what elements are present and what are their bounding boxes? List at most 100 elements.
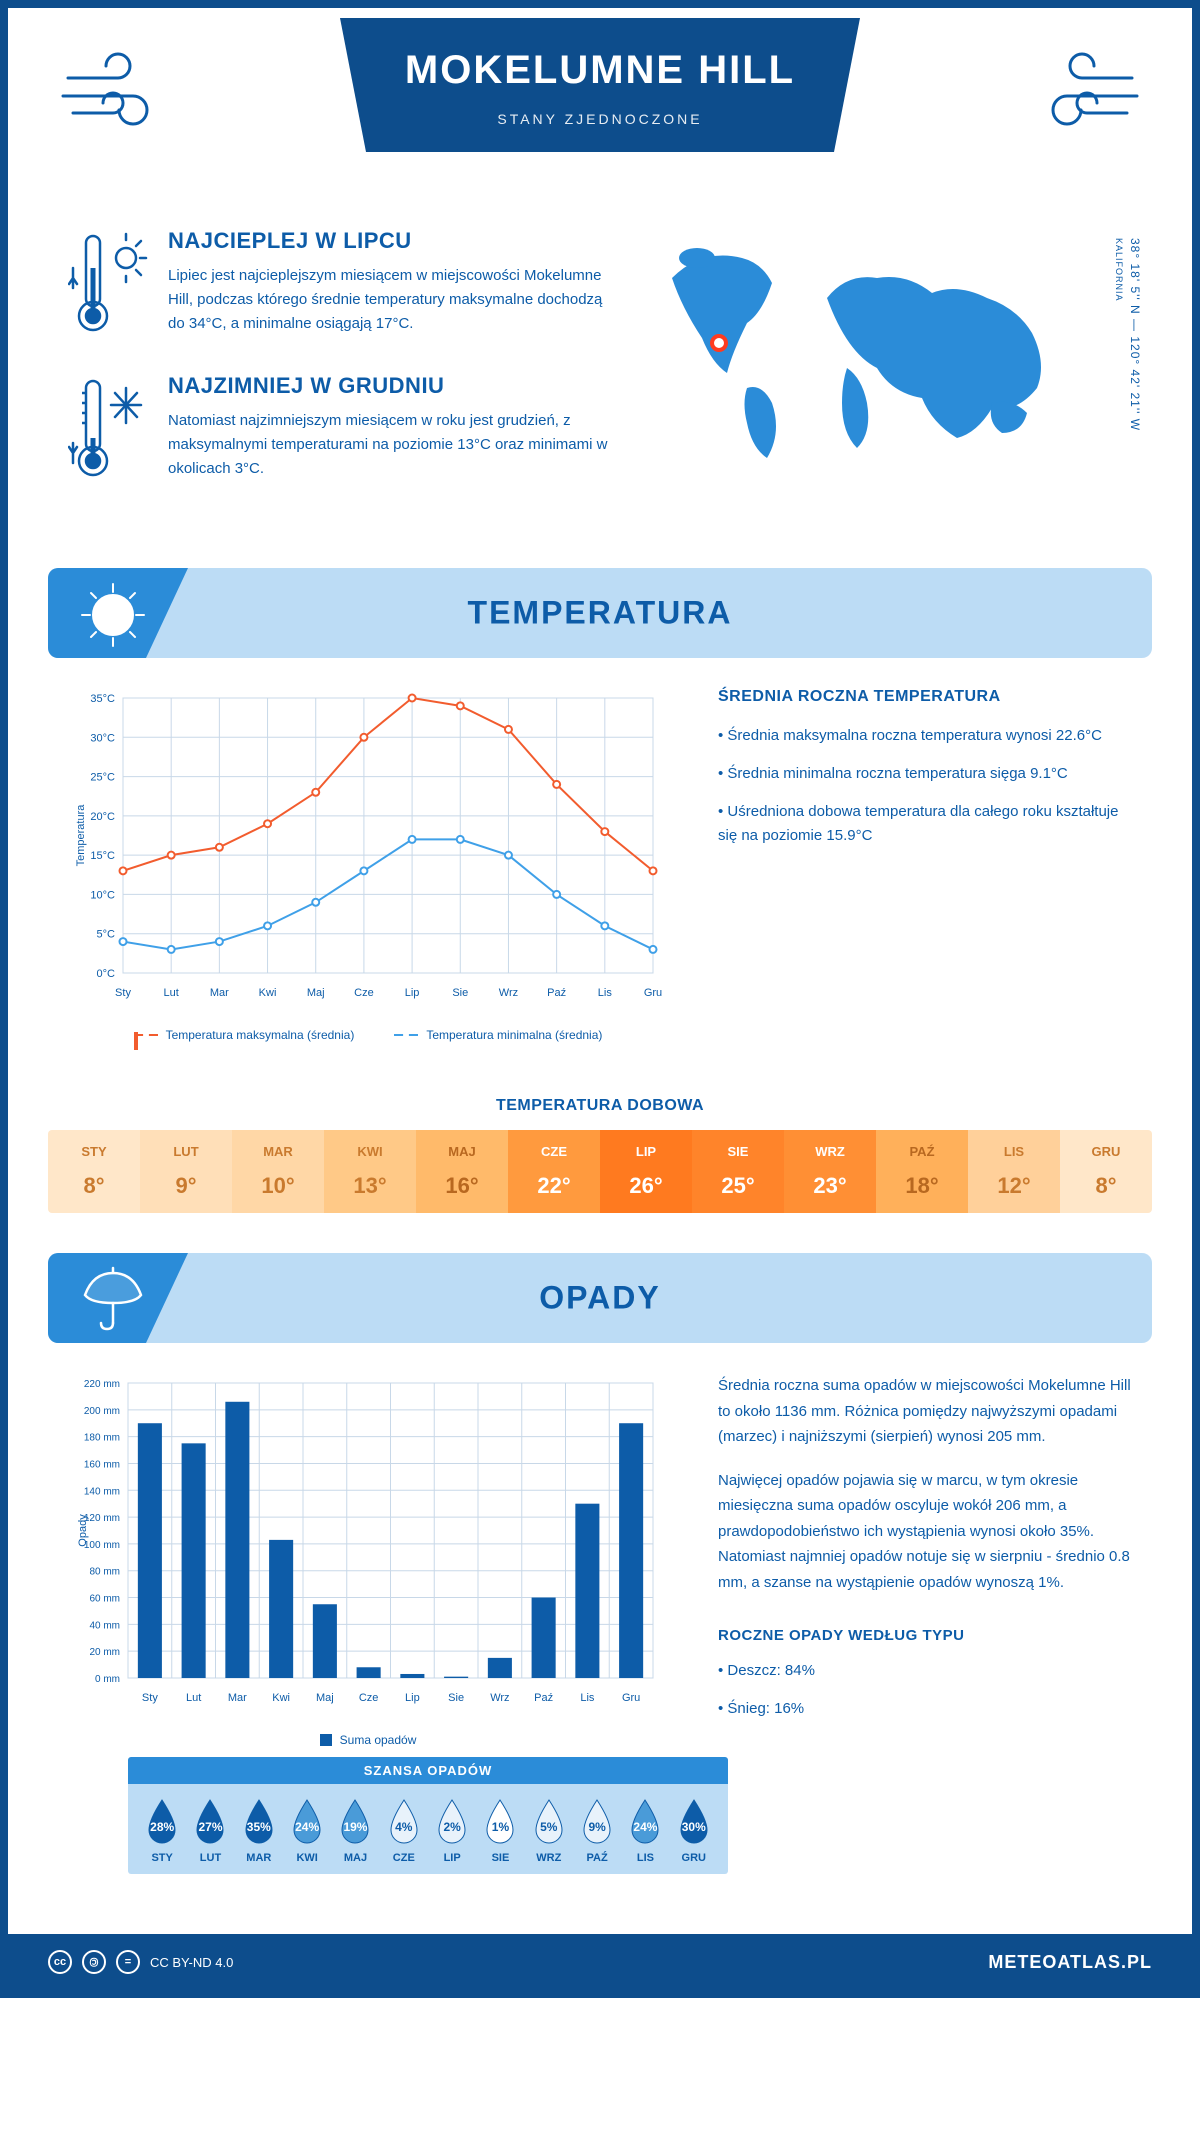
svg-text:35°C: 35°C: [90, 693, 115, 705]
daily-cell: WRZ23°: [784, 1130, 876, 1213]
svg-text:Maj: Maj: [307, 987, 325, 999]
warmest-title: NAJCIEPLEJ W LIPCU: [168, 228, 612, 254]
svg-text:Lut: Lut: [186, 1692, 201, 1704]
chance-panel: SZANSA OPADÓW 28% STY 27% LUT 35% MAR 24…: [128, 1757, 728, 1874]
chance-value: 24%: [626, 1820, 664, 1834]
chance-value: 24%: [288, 1820, 326, 1834]
chance-value: 35%: [240, 1820, 278, 1834]
chance-value: 2%: [433, 1820, 471, 1834]
svg-text:20°C: 20°C: [90, 811, 115, 823]
chance-month: MAR: [240, 1852, 278, 1864]
svg-text:30°C: 30°C: [90, 732, 115, 744]
svg-text:Sie: Sie: [452, 987, 468, 999]
svg-text:60 mm: 60 mm: [89, 1594, 120, 1605]
svg-text:Lut: Lut: [164, 987, 179, 999]
svg-text:140 mm: 140 mm: [84, 1486, 120, 1497]
chance-cell: 1% SIE: [481, 1798, 519, 1864]
region-label: KALIFORNIA: [1114, 238, 1124, 302]
world-map: [652, 228, 1072, 468]
svg-text:Lip: Lip: [405, 987, 420, 999]
daily-month: KWI: [324, 1144, 416, 1159]
daily-month: LUT: [140, 1144, 232, 1159]
daily-value: 8°: [1060, 1173, 1152, 1199]
thermometer-hot-icon: [68, 228, 148, 343]
daily-cell: CZE22°: [508, 1130, 600, 1213]
chance-cell: 2% LIP: [433, 1798, 471, 1864]
daily-cell: STY 8°: [48, 1130, 140, 1213]
precip-paragraph: Średnia roczna suma opadów w miejscowośc…: [718, 1373, 1132, 1450]
svg-text:100 mm: 100 mm: [84, 1540, 120, 1551]
page-subtitle: STANY ZJEDNOCZONE: [360, 111, 840, 127]
daily-value: 12°: [968, 1173, 1060, 1199]
daily-cell: LUT 9°: [140, 1130, 232, 1213]
info-section: NAJCIEPLEJ W LIPCU Lipiec jest najcieple…: [8, 208, 1192, 548]
daily-value: 9°: [140, 1173, 232, 1199]
daily-cell: GRU8°: [1060, 1130, 1152, 1213]
chance-value: 9%: [578, 1820, 616, 1834]
chance-month: WRZ: [530, 1852, 568, 1864]
daily-month: PAŹ: [876, 1144, 968, 1159]
drop-icon: 24%: [288, 1798, 326, 1846]
precip-legend: Suma opadów: [68, 1733, 668, 1747]
daily-value: 16°: [416, 1173, 508, 1199]
annual-type: ROCZNE OPADY WEDŁUG TYPU • Deszcz: 84%• …: [718, 1623, 1132, 1721]
chance-month: KWI: [288, 1852, 326, 1864]
footer-license: cc 🄯 = CC BY-ND 4.0: [48, 1950, 233, 1974]
svg-text:40 mm: 40 mm: [89, 1620, 120, 1631]
chance-month: SIE: [481, 1852, 519, 1864]
svg-text:Paź: Paź: [547, 987, 566, 999]
drop-icon: 27%: [191, 1798, 229, 1846]
chance-value: 28%: [143, 1820, 181, 1834]
daily-value: 26°: [600, 1173, 692, 1199]
temp-body: 0°C5°C10°C15°C20°C25°C30°C35°CStyLutMarK…: [8, 688, 1192, 1072]
coldest-text: Natomiast najzimniejszym miesiącem w rok…: [168, 409, 612, 481]
chance-cell: 30% GRU: [675, 1798, 713, 1864]
chance-cell: 5% WRZ: [530, 1798, 568, 1864]
temp-legend: Temperatura maksymalna (średnia) Tempera…: [68, 1028, 668, 1042]
coordinates: 38° 18' 5'' N — 120° 42' 21'' W: [1128, 238, 1142, 431]
daily-month: LIS: [968, 1144, 1060, 1159]
chance-value: 27%: [191, 1820, 229, 1834]
header: MOKELUMNE HILL STANY ZJEDNOCZONE: [8, 8, 1192, 208]
chance-cell: 24% LIS: [626, 1798, 664, 1864]
daily-table: STY8°LUT9°MAR10°KWI13°MAJ16°CZE22°LIP26°…: [48, 1130, 1152, 1213]
svg-text:Kwi: Kwi: [272, 1692, 290, 1704]
chance-month: CZE: [385, 1852, 423, 1864]
nd-icon: =: [116, 1950, 140, 1974]
annual-item: • Śnieg: 16%: [718, 1697, 1132, 1721]
warmest-block: NAJCIEPLEJ W LIPCU Lipiec jest najcieple…: [68, 228, 612, 343]
wind-icon: [1022, 48, 1142, 143]
thermometer-cold-icon: [68, 373, 148, 488]
drop-icon: 5%: [530, 1798, 568, 1846]
header-banner: MOKELUMNE HILL STANY ZJEDNOCZONE: [340, 18, 860, 152]
daily-month: CZE: [508, 1144, 600, 1159]
chance-cell: 4% CZE: [385, 1798, 423, 1864]
map-column: 38° 18' 5'' N — 120° 42' 21'' W KALIFORN…: [652, 228, 1132, 518]
svg-text:220 mm: 220 mm: [84, 1379, 120, 1390]
daily-month: MAR: [232, 1144, 324, 1159]
daily-value: 23°: [784, 1173, 876, 1199]
chance-month: GRU: [675, 1852, 713, 1864]
legend-precip: Suma opadów: [340, 1733, 417, 1747]
chance-month: PAŹ: [578, 1852, 616, 1864]
daily-value: 8°: [48, 1173, 140, 1199]
svg-text:10°C: 10°C: [90, 889, 115, 901]
by-icon: 🄯: [82, 1950, 106, 1974]
svg-text:Mar: Mar: [228, 1692, 247, 1704]
svg-text:Sty: Sty: [142, 1692, 158, 1704]
drop-icon: 19%: [336, 1798, 374, 1846]
daily-cell: MAR10°: [232, 1130, 324, 1213]
svg-text:Opady: Opady: [77, 1514, 89, 1547]
svg-text:120 mm: 120 mm: [84, 1513, 120, 1524]
daily-cell: MAJ16°: [416, 1130, 508, 1213]
svg-text:80 mm: 80 mm: [89, 1567, 120, 1578]
precip-chart: 0 mm20 mm40 mm60 mm80 mm100 mm120 mm140 …: [68, 1373, 668, 1874]
chance-month: LIS: [626, 1852, 664, 1864]
legend-max: Temperatura maksymalna (średnia): [166, 1028, 355, 1042]
svg-text:0 mm: 0 mm: [95, 1674, 120, 1685]
chance-value: 19%: [336, 1820, 374, 1834]
license-text: CC BY-ND 4.0: [150, 1955, 233, 1970]
drop-icon: 28%: [143, 1798, 181, 1846]
chance-value: 1%: [481, 1820, 519, 1834]
daily-month: STY: [48, 1144, 140, 1159]
